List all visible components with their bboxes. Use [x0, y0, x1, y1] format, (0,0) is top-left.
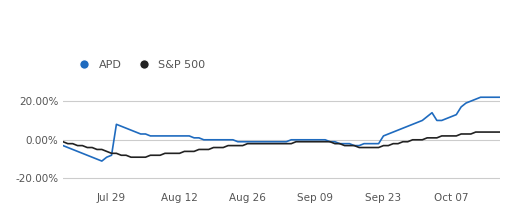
- Legend: APD, S&P 500: APD, S&P 500: [68, 55, 210, 74]
